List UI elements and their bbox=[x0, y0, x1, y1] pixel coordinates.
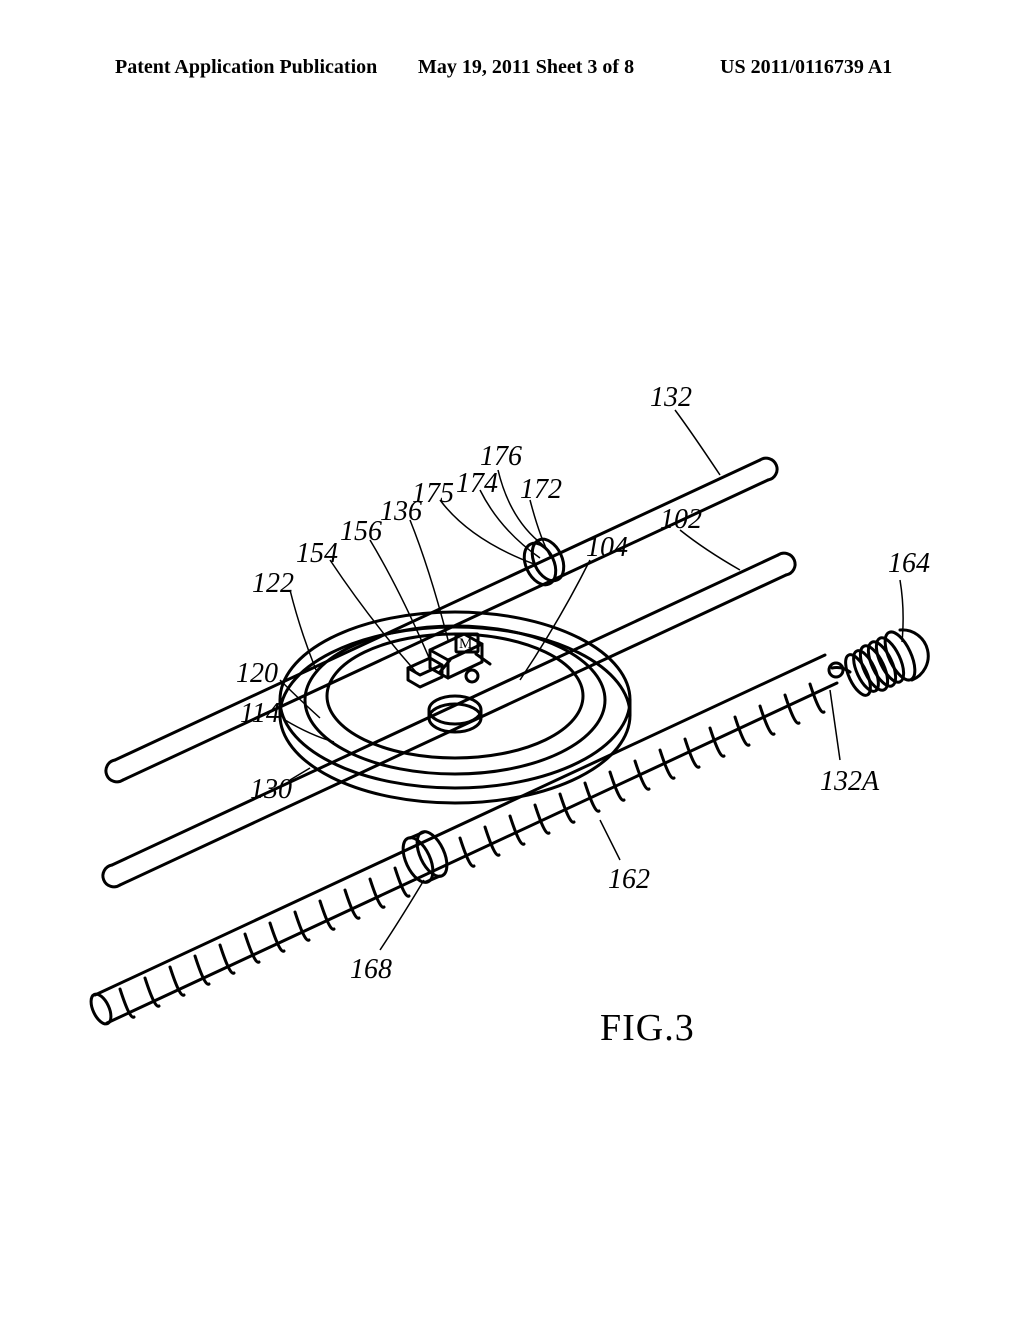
figure-svg: M bbox=[0, 120, 1024, 1240]
ref-162: 162 bbox=[608, 864, 650, 895]
figure-container: M bbox=[0, 120, 1024, 1240]
svg-text:M: M bbox=[459, 636, 472, 652]
ref-174: 174 bbox=[456, 468, 498, 499]
ref-130: 130 bbox=[250, 774, 292, 805]
ref-156: 156 bbox=[340, 516, 382, 547]
header-left: Patent Application Publication bbox=[115, 56, 377, 79]
ref-132: 132 bbox=[650, 382, 692, 413]
ref-168: 168 bbox=[350, 954, 392, 985]
page-header: Patent Application Publication May 19, 2… bbox=[0, 56, 1024, 86]
ref-122: 122 bbox=[252, 568, 294, 599]
header-center: May 19, 2011 Sheet 3 of 8 bbox=[418, 56, 634, 79]
ref-154: 154 bbox=[296, 538, 338, 569]
header-right: US 2011/0116739 A1 bbox=[720, 56, 892, 79]
figure-caption: FIG.3 bbox=[600, 1007, 695, 1049]
ref-136: 136 bbox=[380, 496, 422, 527]
ref-120: 120 bbox=[236, 658, 278, 689]
ref-104: 104 bbox=[586, 532, 628, 563]
ref-172: 172 bbox=[520, 474, 562, 505]
ref-102: 102 bbox=[660, 504, 702, 535]
ref-164: 164 bbox=[888, 548, 930, 579]
ref-114: 114 bbox=[240, 698, 280, 729]
ref-132A: 132A bbox=[820, 766, 880, 797]
